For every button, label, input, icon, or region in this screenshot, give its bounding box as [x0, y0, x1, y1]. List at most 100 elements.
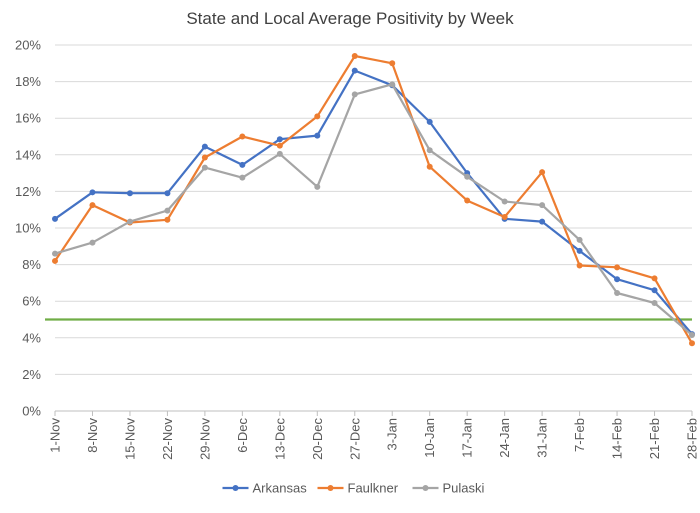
legend-swatch-marker [232, 485, 239, 491]
y-tick-label: 2% [22, 367, 41, 382]
data-point [52, 257, 58, 264]
legend-swatch-marker [422, 485, 429, 491]
data-point [89, 239, 96, 246]
data-point [314, 113, 321, 120]
axes: 0% 2% 4% 6% 8% 10% 12% 14% 16% 18% 20% 1-Nov 8-Nov 15… [15, 38, 700, 460]
data-point [576, 262, 583, 269]
data-point [576, 236, 583, 243]
legend-item-pulaski: Pulaski [412, 481, 485, 496]
data-point [276, 136, 283, 143]
x-tick-label: 6-Dec [235, 418, 250, 453]
legend-swatch-marker [327, 485, 334, 491]
data-point [651, 287, 658, 294]
x-tick-label: 29-Nov [197, 418, 212, 460]
x-tick-label: 28-Feb [685, 418, 700, 459]
data-point [614, 289, 621, 296]
x-tick-label: 15-Nov [122, 418, 137, 460]
data-point [201, 164, 208, 171]
data-point [389, 60, 396, 67]
data-point [614, 264, 621, 271]
chart-title: State and Local Average Positivity by We… [186, 9, 514, 28]
y-tick-label: 20% [15, 38, 41, 53]
data-point [351, 52, 358, 59]
data-point [276, 142, 283, 149]
data-point [351, 67, 358, 74]
y-tick-label: 16% [15, 111, 41, 126]
data-point [239, 161, 246, 168]
y-tick-label: 10% [15, 221, 41, 236]
x-tick-label: 17-Jan [460, 418, 475, 458]
y-tick-label: 8% [22, 257, 41, 272]
series-line [54, 69, 693, 335]
data-point [651, 300, 658, 307]
series-arkansas [52, 67, 695, 338]
data-point [201, 143, 208, 150]
data-point [539, 218, 546, 225]
x-tick-label: 27-Dec [347, 418, 362, 460]
data-point [89, 189, 96, 196]
data-point [539, 202, 546, 209]
legend-label: Arkansas [253, 481, 308, 496]
legend-item-faulkner: Faulkner [317, 481, 399, 496]
data-point [239, 133, 246, 140]
data-point [351, 91, 358, 98]
x-tick-label: 20-Dec [310, 418, 325, 460]
data-point [314, 183, 321, 190]
data-point [164, 190, 171, 197]
legend-label: Faulkner [348, 481, 399, 496]
legend: Arkansas Faulkner Pulaski [222, 481, 485, 496]
x-tick-label: 13-Dec [272, 418, 287, 460]
data-point [389, 81, 396, 88]
series-line [54, 83, 693, 336]
data-point [239, 174, 246, 181]
x-tick-label: 3-Jan [385, 418, 400, 451]
x-tick-label: 8-Nov [85, 418, 100, 453]
series-pulaski [52, 81, 695, 339]
y-tick-label: 14% [15, 147, 41, 162]
x-tick-label: 10-Jan [422, 418, 437, 458]
y-tick-label: 0% [22, 404, 41, 419]
x-tick-label: 24-Jan [497, 418, 512, 458]
y-tick-label: 6% [22, 294, 41, 309]
y-tick-label: 12% [15, 184, 41, 199]
series-line [54, 54, 693, 344]
x-tick-label: 7-Feb [572, 418, 587, 452]
data-point [52, 250, 58, 257]
legend-label: Pulaski [443, 481, 485, 496]
data-point [126, 218, 133, 225]
data-point [276, 150, 283, 157]
x-tick-label: 22-Nov [160, 418, 175, 460]
data-point [164, 216, 171, 223]
gridlines [55, 44, 692, 375]
data-point [651, 275, 658, 282]
data-point [52, 215, 58, 222]
data-point [314, 132, 321, 139]
data-point [614, 276, 621, 283]
data-point [501, 198, 508, 205]
data-point [201, 154, 208, 161]
data-point [464, 173, 471, 180]
data-point [126, 190, 133, 197]
data-point [426, 147, 433, 154]
data-point [426, 118, 433, 125]
data-point [576, 247, 583, 254]
data-point [689, 332, 695, 339]
data-point [689, 340, 695, 347]
data-point [464, 197, 471, 204]
data-point [164, 207, 171, 214]
data-point [539, 169, 546, 176]
y-tick-label: 18% [15, 74, 41, 89]
x-tick-label: 1-Nov [48, 418, 63, 453]
legend-item-arkansas: Arkansas [222, 481, 308, 496]
y-tick-label: 4% [22, 330, 41, 345]
series-faulkner [52, 52, 695, 347]
data-point [426, 163, 433, 170]
data-point [89, 202, 96, 209]
x-tick-label: 31-Jan [535, 418, 550, 458]
series-layer [52, 52, 695, 347]
x-tick-label: 14-Feb [610, 418, 625, 459]
x-tick-label: 21-Feb [647, 418, 662, 459]
data-point [501, 214, 508, 221]
